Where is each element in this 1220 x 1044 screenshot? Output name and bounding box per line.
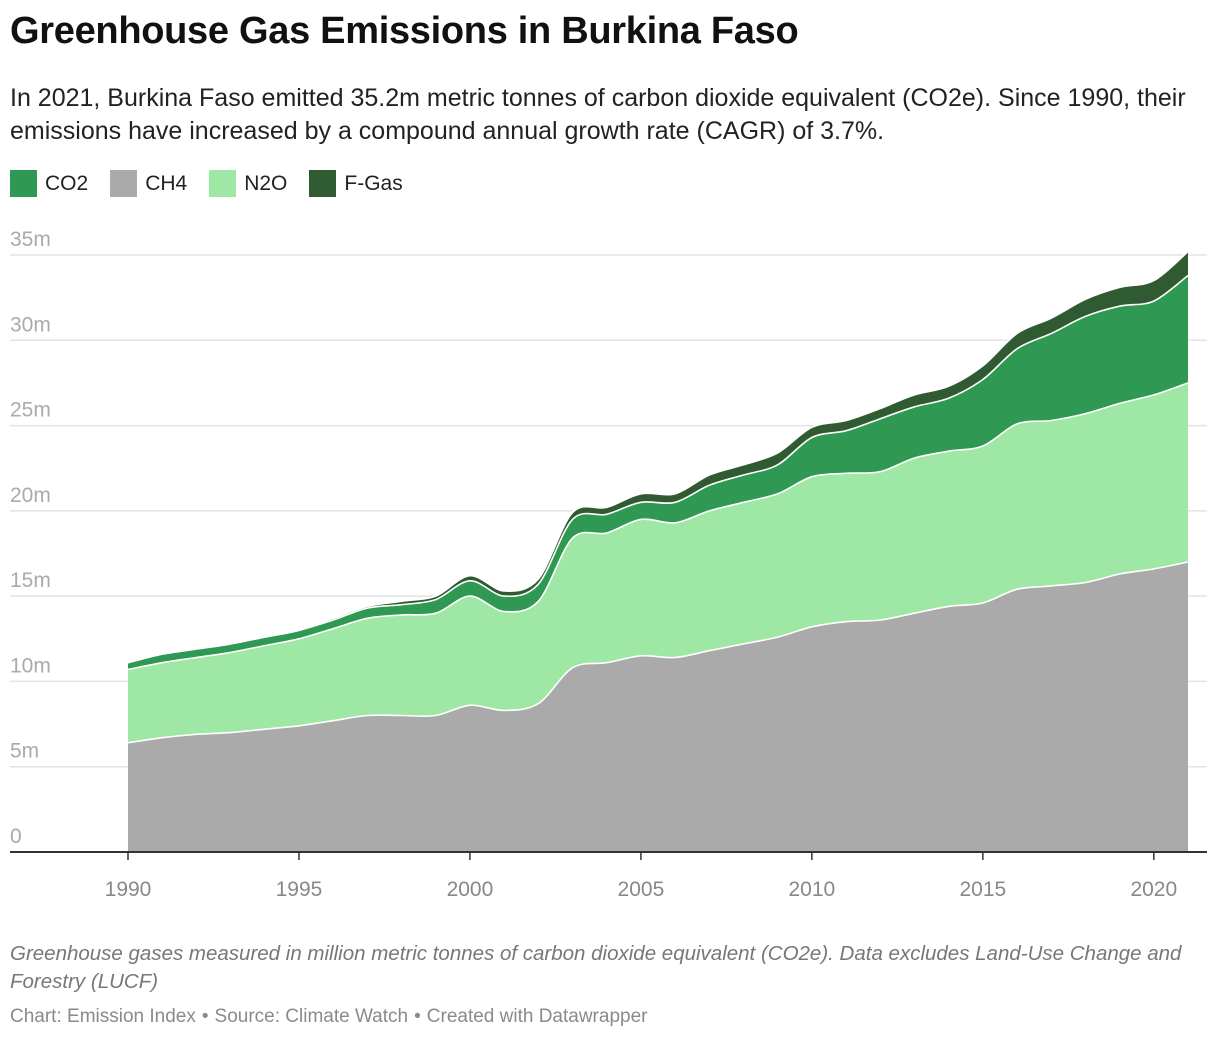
y-tick-label: 10m (10, 654, 51, 677)
chart-title: Greenhouse Gas Emissions in Burkina Faso (10, 10, 799, 52)
legend-label: F-Gas (344, 171, 403, 195)
area-edge-ch4 (127, 561, 1189, 744)
y-tick-label: 25m (10, 399, 51, 422)
chart-credit: Chart: Emission Index • Source: Climate Wa… (10, 1006, 647, 1028)
x-tick-label: 2015 (959, 878, 1006, 901)
area-series-ch4 (128, 562, 1188, 852)
x-tick-label: 1990 (105, 878, 152, 901)
credit-source: Source: Climate Watch (214, 1006, 409, 1027)
x-tick-label: 2020 (1130, 878, 1177, 901)
credit-separator: • (201, 1006, 209, 1027)
legend-item-n2o: N2O (209, 170, 287, 197)
credit-chart: Chart: Emission Index (10, 1006, 196, 1027)
credit-tool: Created with Datawrapper (426, 1006, 648, 1027)
area-series-n2o (128, 382, 1188, 743)
y-tick-label: 5m (10, 740, 39, 763)
area-edge-n2o (127, 382, 1189, 671)
y-tick-label: 15m (10, 569, 51, 592)
area-edge-f-gas (127, 250, 1189, 664)
y-tick-label: 20m (10, 484, 51, 507)
chart-subtitle: In 2021, Burkina Faso emitted 35.2m metr… (10, 84, 1186, 145)
y-tick-label: 35m (10, 228, 51, 251)
area-chart: 0 5m 10m 15m 20m 25m 30m 35m 1990 1995 2000 2005 201… (10, 228, 1207, 901)
legend-swatch (110, 170, 138, 197)
legend-label: N2O (244, 171, 288, 195)
legend-swatch (209, 170, 237, 197)
x-tick-label: 1995 (276, 878, 323, 901)
legend-item-ch4: CH4 (110, 170, 187, 197)
chart-notes: Greenhouse gases measured in million met… (10, 942, 1182, 993)
x-tick-label: 2010 (789, 878, 836, 901)
legend-item-f-gas: F-Gas (309, 170, 403, 197)
x-tick-label: 2005 (618, 878, 665, 901)
y-tick-label: 30m (10, 313, 51, 336)
legend-item-co2: CO2 (10, 170, 88, 197)
y-tick-label: 0 (10, 825, 22, 848)
legend-swatch (309, 170, 337, 197)
legend-swatch (10, 170, 37, 197)
chart-legend: CO2 CH4 N2O F-Gas (10, 170, 425, 197)
x-tick-label: 2000 (447, 878, 494, 901)
legend-label: CH4 (145, 171, 188, 195)
credit-separator: • (414, 1006, 421, 1027)
legend-label: CO2 (45, 171, 89, 195)
